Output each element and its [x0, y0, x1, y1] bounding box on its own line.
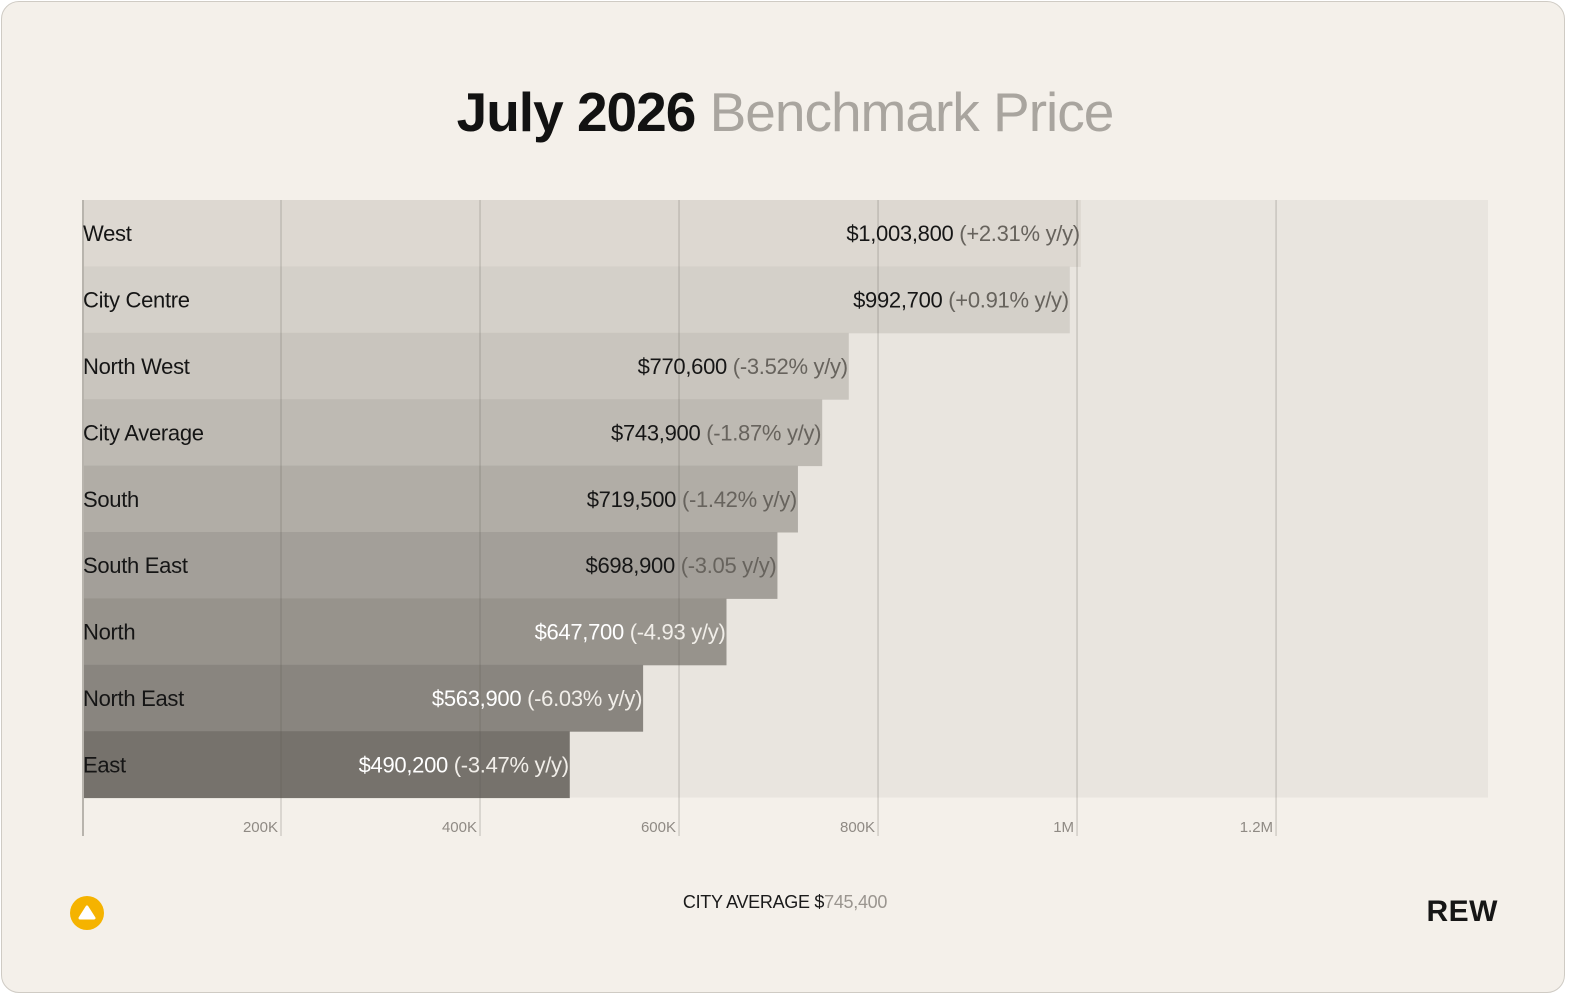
logo-icon: [70, 896, 104, 930]
category-label: West: [83, 221, 132, 246]
value-label: $490,200 (-3.47% y/y): [359, 752, 569, 777]
bar-1: [82, 266, 1070, 334]
bar-2: [82, 332, 849, 400]
x-tick-label: 200K: [243, 819, 278, 836]
bar-7: [82, 664, 644, 732]
city-average-footer: CITY AVERAGE $745,400: [2, 892, 1564, 913]
value-label: $719,500 (-1.42% y/y): [587, 487, 797, 512]
value-label: $647,700 (-4.93 y/y): [535, 620, 726, 645]
category-label: East: [83, 752, 126, 777]
chart-title: July 2026 Benchmark Price: [2, 80, 1564, 144]
category-label: City Centre: [83, 288, 190, 313]
category-label: North East: [83, 686, 184, 711]
value-label: $770,600 (-3.52% y/y): [638, 354, 848, 379]
bar-4: [82, 465, 798, 533]
value-label: $1,003,800 (+2.31% y/y): [846, 221, 1079, 246]
city-average-value: 745,400: [824, 892, 888, 912]
category-label: South East: [83, 553, 188, 578]
title-subject: Benchmark Price: [709, 81, 1115, 143]
x-tick-label: 400K: [442, 819, 477, 836]
category-label: North: [83, 620, 135, 645]
title-date: July 2026: [456, 81, 697, 143]
x-tick-label: 1M: [1053, 819, 1074, 836]
bar-5: [82, 532, 778, 599]
value-label: $743,900 (-1.87% y/y): [611, 420, 821, 445]
bar-3: [82, 399, 823, 467]
x-tick-label: 1.2M: [1240, 819, 1273, 836]
value-label: $698,900 (-3.05 y/y): [586, 553, 777, 578]
category-label: City Average: [83, 420, 204, 445]
city-average-label: CITY AVERAGE $: [682, 892, 825, 912]
value-label: $563,900 (-6.03% y/y): [432, 686, 642, 711]
bar-8: [82, 731, 570, 799]
x-tick-label: 600K: [641, 819, 676, 836]
bar-6: [82, 598, 727, 666]
bar-chart: 200K 400K 600K 800K 1M 1.2M West $1,003,800 (+2…: [82, 200, 1488, 836]
category-label: North West: [83, 354, 190, 379]
category-label: South: [83, 487, 139, 512]
bar-0: [82, 200, 1081, 267]
brand-logo: REW: [1426, 895, 1498, 928]
value-label: $992,700 (+0.91% y/y): [853, 288, 1069, 313]
x-tick-label: 800K: [840, 819, 875, 836]
